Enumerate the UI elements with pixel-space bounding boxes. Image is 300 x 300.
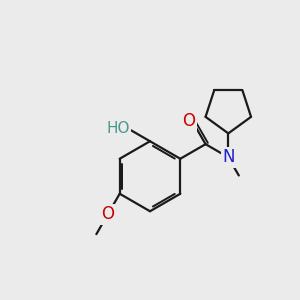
Text: O: O bbox=[101, 206, 114, 224]
Text: N: N bbox=[223, 148, 235, 166]
Text: HO: HO bbox=[107, 121, 130, 136]
Text: O: O bbox=[182, 112, 195, 130]
